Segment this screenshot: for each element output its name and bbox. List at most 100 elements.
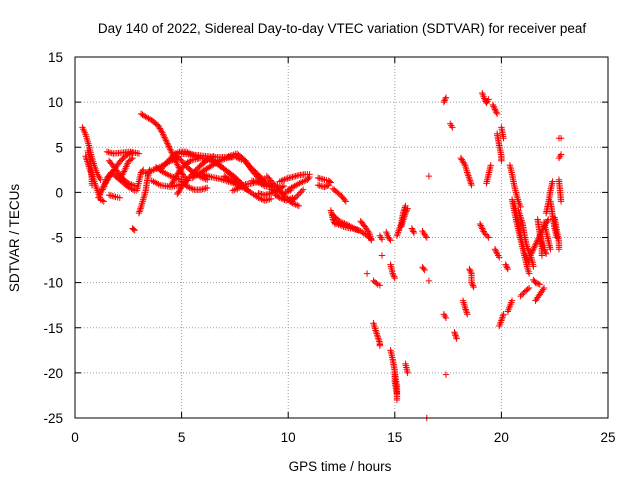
data-point <box>280 182 288 190</box>
data-point <box>492 247 499 254</box>
data-point <box>451 330 459 338</box>
data-point <box>442 371 450 378</box>
data-point <box>481 229 488 237</box>
data-point <box>165 143 173 150</box>
y-tick-label: 15 <box>48 50 63 65</box>
data-point <box>282 189 289 196</box>
data-point <box>100 198 107 205</box>
data-point <box>130 226 137 233</box>
data-point <box>517 203 524 211</box>
data-point <box>525 284 533 292</box>
data-point <box>533 238 541 245</box>
data-point <box>425 277 433 285</box>
data-point <box>425 172 433 180</box>
data-point <box>491 104 498 112</box>
data-point <box>504 265 511 273</box>
data-point <box>466 265 473 273</box>
data-point <box>176 167 183 174</box>
data-point <box>363 270 371 277</box>
data-point <box>292 193 300 201</box>
data-point <box>400 214 408 222</box>
data-point <box>341 196 348 204</box>
data-point <box>378 252 386 259</box>
data-point <box>299 178 306 185</box>
data-point <box>408 225 416 232</box>
data-point <box>541 247 548 254</box>
data-point <box>297 189 304 196</box>
data-point <box>451 329 458 336</box>
data-point <box>259 181 267 189</box>
data-point <box>97 176 104 183</box>
data-point <box>492 107 499 115</box>
data-point <box>442 314 450 322</box>
data-point <box>477 222 484 229</box>
axis-ticks <box>74 56 609 419</box>
data-points <box>79 89 565 422</box>
data-point <box>128 181 135 188</box>
data-point <box>469 282 477 289</box>
data-point <box>159 129 166 137</box>
data-point <box>375 335 382 342</box>
data-point <box>544 217 551 225</box>
data-point <box>389 270 396 277</box>
data-point <box>461 160 468 168</box>
data-point <box>159 131 167 138</box>
data-point <box>306 173 313 181</box>
data-point <box>499 314 506 321</box>
data-point <box>539 286 547 293</box>
data-point <box>129 154 136 162</box>
data-point <box>530 244 538 251</box>
y-tick-label: 0 <box>55 185 63 200</box>
data-point <box>284 196 291 204</box>
data-point <box>540 284 548 292</box>
data-point <box>532 279 539 286</box>
data-point <box>465 172 472 179</box>
data-point <box>463 307 470 315</box>
data-point <box>279 176 287 184</box>
y-tick-label: -15 <box>43 321 63 336</box>
y-tick-labels: -25 -20 -15 -10 -5 0 5 10 15 <box>43 50 63 426</box>
data-point <box>469 280 476 288</box>
chart-title: Day 140 of 2022, Sidereal Day-to-day VTE… <box>98 21 586 36</box>
data-point <box>529 247 536 254</box>
data-point <box>468 279 475 286</box>
data-point <box>372 327 379 334</box>
y-axis-label: SDTVAR / TECUs <box>7 184 22 293</box>
data-point <box>421 266 428 274</box>
data-point <box>534 237 541 244</box>
data-point <box>98 197 106 204</box>
data-point <box>517 292 524 300</box>
data-point <box>167 146 174 153</box>
data-point <box>482 231 489 238</box>
data-point <box>466 267 474 274</box>
data-point <box>295 202 303 210</box>
data-point <box>324 182 331 189</box>
data-point <box>537 229 545 236</box>
data-point <box>166 144 173 152</box>
data-point <box>481 95 488 102</box>
data-point <box>422 232 429 240</box>
data-point <box>440 98 448 106</box>
data-point <box>524 286 531 293</box>
data-point <box>403 206 411 214</box>
y-tick-label: -5 <box>51 231 63 246</box>
data-point <box>162 137 170 144</box>
data-point <box>479 226 487 234</box>
data-point <box>373 280 380 287</box>
data-point <box>364 228 372 235</box>
data-point <box>530 263 537 270</box>
data-point <box>490 103 497 110</box>
data-point <box>297 179 305 186</box>
data-point <box>137 205 144 212</box>
data-point <box>496 254 503 261</box>
data-point <box>535 233 543 241</box>
data-point <box>296 180 303 187</box>
data-point <box>557 198 565 205</box>
data-point <box>187 157 194 164</box>
data-point <box>391 274 398 282</box>
data-point <box>390 271 397 279</box>
data-point <box>530 246 537 253</box>
data-point <box>374 333 381 340</box>
data-point <box>468 181 475 189</box>
data-point <box>125 180 132 187</box>
